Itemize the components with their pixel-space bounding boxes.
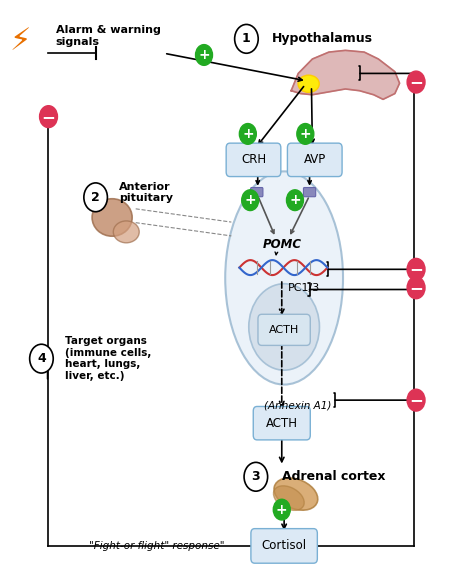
- FancyBboxPatch shape: [226, 143, 281, 177]
- Text: −: −: [409, 73, 423, 91]
- Text: −: −: [409, 278, 423, 297]
- Text: 1: 1: [242, 32, 251, 45]
- Text: −: −: [409, 261, 423, 278]
- Text: ⚡: ⚡: [9, 27, 31, 56]
- Circle shape: [196, 45, 212, 65]
- Text: Hypothalamus: Hypothalamus: [273, 32, 374, 45]
- Circle shape: [239, 123, 256, 144]
- Text: ACTH: ACTH: [266, 417, 298, 430]
- Text: AVP: AVP: [304, 153, 326, 166]
- Text: +: +: [276, 503, 288, 516]
- Circle shape: [407, 277, 425, 299]
- Text: 2: 2: [91, 191, 100, 204]
- Text: −: −: [409, 391, 423, 409]
- FancyBboxPatch shape: [287, 143, 342, 177]
- Text: 4: 4: [37, 352, 46, 365]
- Text: (Annexin A1): (Annexin A1): [264, 401, 331, 411]
- Circle shape: [242, 190, 259, 211]
- Ellipse shape: [113, 221, 139, 243]
- FancyBboxPatch shape: [251, 188, 263, 197]
- Circle shape: [39, 106, 57, 127]
- Circle shape: [244, 463, 268, 491]
- Ellipse shape: [273, 486, 304, 510]
- Circle shape: [407, 258, 425, 280]
- FancyBboxPatch shape: [258, 314, 310, 346]
- Text: +: +: [198, 48, 210, 62]
- Ellipse shape: [225, 171, 343, 384]
- Text: POMC: POMC: [262, 238, 301, 251]
- Text: +: +: [242, 127, 254, 141]
- Text: PC1/3: PC1/3: [288, 283, 320, 293]
- Text: 3: 3: [252, 470, 260, 483]
- Text: ACTH: ACTH: [269, 325, 299, 335]
- Circle shape: [30, 345, 53, 373]
- Circle shape: [297, 123, 314, 144]
- Polygon shape: [291, 50, 400, 100]
- Text: +: +: [300, 127, 311, 141]
- Circle shape: [235, 24, 258, 53]
- Ellipse shape: [274, 478, 318, 510]
- Text: +: +: [289, 193, 301, 207]
- Circle shape: [249, 284, 319, 370]
- Text: Anterior
pituitary: Anterior pituitary: [119, 182, 173, 203]
- Text: Target organs
(immune cells,
heart, lungs,
liver, etc.): Target organs (immune cells, heart, lung…: [65, 336, 151, 381]
- Ellipse shape: [298, 75, 319, 93]
- Text: CRH: CRH: [241, 153, 266, 166]
- Circle shape: [273, 499, 290, 520]
- Text: −: −: [42, 108, 55, 126]
- Circle shape: [407, 71, 425, 93]
- Ellipse shape: [92, 199, 132, 236]
- FancyBboxPatch shape: [251, 529, 318, 563]
- Text: +: +: [245, 193, 256, 207]
- Text: Cortisol: Cortisol: [262, 540, 307, 552]
- Text: Adrenal cortex: Adrenal cortex: [282, 470, 385, 483]
- FancyBboxPatch shape: [253, 406, 310, 440]
- FancyBboxPatch shape: [303, 188, 316, 197]
- Text: Alarm & warning
signals: Alarm & warning signals: [55, 25, 161, 47]
- Circle shape: [84, 183, 108, 212]
- Circle shape: [286, 190, 303, 211]
- Text: "Fight-or flight" response": "Fight-or flight" response": [89, 541, 224, 551]
- Circle shape: [407, 389, 425, 411]
